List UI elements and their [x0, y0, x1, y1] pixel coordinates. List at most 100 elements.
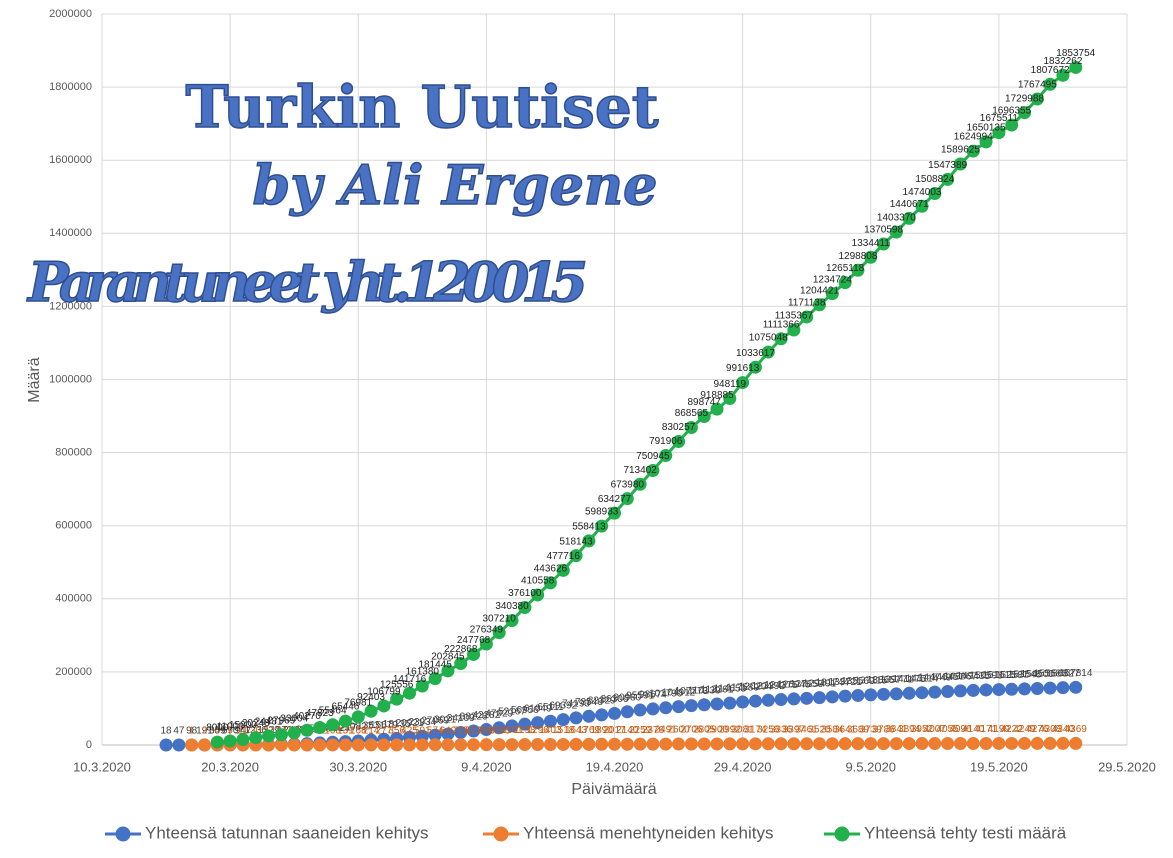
data-label: 340380 [495, 601, 529, 612]
data-label: 558413 [572, 522, 606, 533]
data-label: 1135367 [775, 311, 814, 322]
marker [582, 534, 596, 548]
y-tick-label: 400000 [55, 593, 92, 605]
marker [979, 736, 993, 750]
data-label: 139771 [880, 675, 914, 686]
data-label: 42282 [472, 710, 500, 721]
marker [608, 506, 621, 520]
marker [1069, 60, 1083, 74]
data-label: 1675511 [980, 113, 1019, 124]
data-label: 4308 [1039, 724, 1062, 735]
marker [672, 700, 686, 714]
data-label: 443626 [534, 563, 568, 574]
marker [813, 691, 826, 705]
data-label: 947 [235, 725, 252, 736]
data-label: 1234724 [813, 274, 852, 285]
data-label: 202845 [431, 652, 465, 663]
marker [787, 323, 801, 337]
data-label: 1298808 [838, 251, 877, 262]
data-label: 106799 [367, 687, 401, 698]
marker [1005, 736, 1019, 750]
data-label: 1650135 [967, 123, 1006, 134]
marker [710, 402, 724, 416]
y-tick-label: 1800000 [49, 81, 92, 93]
data-label: 359 [209, 726, 226, 737]
marker [646, 737, 660, 751]
marker [902, 211, 916, 225]
x-tick-label: 29.5.2020 [1098, 759, 1156, 774]
marker [467, 724, 481, 738]
data-label: 55464 [319, 705, 347, 716]
data-label: 131 [337, 726, 354, 737]
y-axis-title: Määrä [26, 357, 43, 402]
data-label: 161380 [406, 667, 440, 678]
marker [851, 737, 865, 751]
data-label: 69392 [549, 700, 577, 711]
data-label: 2017 [603, 725, 626, 736]
data-label: 112261 [701, 685, 734, 696]
marker [736, 737, 750, 751]
data-label: 634277 [598, 494, 632, 505]
data-label: 1101 [501, 725, 523, 736]
data-label: 1296 [527, 725, 550, 736]
data-label: 868565 [675, 408, 709, 419]
data-label: 3174 [744, 724, 767, 735]
data-label: 153548 [1008, 670, 1042, 681]
marker [787, 737, 801, 751]
data-label: 9 [227, 726, 233, 737]
marker [748, 737, 762, 751]
data-label: 124375 [764, 680, 798, 691]
data-label: 181445 [418, 659, 452, 670]
marker [1018, 682, 1031, 696]
data-label: 61049 [524, 703, 552, 714]
marker [518, 717, 532, 731]
data-label: 1334411 [852, 238, 891, 249]
data-label: 40270 [293, 711, 321, 722]
marker [633, 477, 647, 491]
marker [736, 376, 750, 390]
marker [966, 144, 980, 158]
data-label: 477716 [547, 551, 581, 562]
watermark-byline: by Ali Ergene [253, 153, 658, 217]
data-label: 154500 [1021, 669, 1055, 680]
data-label: 138657 [867, 675, 901, 686]
data-label: 23934 [408, 717, 436, 728]
marker [825, 690, 839, 704]
data-label: 3081 [732, 725, 755, 736]
data-label: 4199 [988, 724, 1011, 735]
marker [774, 332, 788, 346]
data-label: 1769 [578, 725, 601, 736]
data-label: 1767495 [1018, 80, 1057, 91]
data-label: 222868 [444, 644, 478, 655]
x-tick-label: 19.4.2020 [586, 759, 644, 774]
data-label: 4 [215, 726, 221, 737]
marker [838, 737, 852, 751]
data-label: 1403 [539, 725, 562, 736]
marker [710, 697, 724, 711]
marker [492, 721, 506, 735]
data-label: 4369 [1065, 724, 1088, 735]
data-label: 149435 [957, 671, 991, 682]
data-label: 15000 [229, 720, 257, 731]
data-label: 1547389 [928, 160, 967, 171]
marker [697, 698, 711, 712]
marker [441, 664, 455, 678]
marker [351, 710, 365, 724]
data-label: 1518 [552, 725, 575, 736]
marker [928, 737, 942, 751]
marker [582, 709, 596, 723]
marker [941, 737, 955, 751]
marker [300, 723, 314, 737]
marker [326, 738, 340, 752]
data-label: 148067 [944, 672, 978, 683]
marker [338, 714, 352, 728]
marker [697, 737, 711, 751]
marker [1030, 736, 1044, 750]
data-label: 107773 [675, 686, 709, 697]
data-label: 2992 [719, 725, 742, 736]
marker [1018, 736, 1031, 750]
marker [531, 716, 545, 730]
y-tick-label: 200000 [55, 666, 92, 678]
data-label: 52167 [498, 707, 526, 718]
data-label: 3397 [783, 724, 806, 735]
